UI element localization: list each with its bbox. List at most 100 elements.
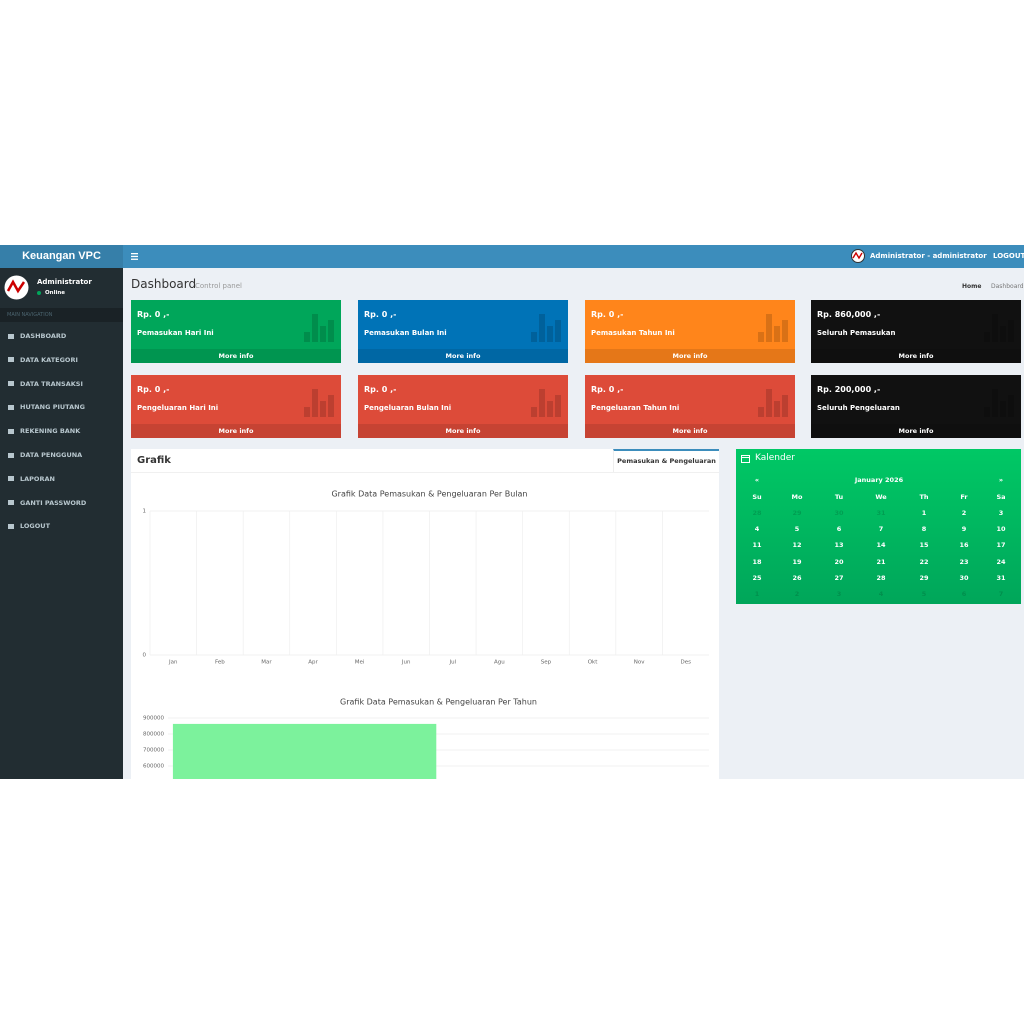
- cal-day[interactable]: 2: [961, 509, 967, 517]
- menu-item[interactable]: DATA PENGGUNA: [8, 451, 82, 459]
- cal-day[interactable]: 28: [752, 509, 762, 517]
- cal-day[interactable]: 23: [959, 557, 969, 566]
- cal-day[interactable]: 20: [834, 557, 844, 566]
- cal-prev[interactable]: «: [754, 476, 760, 484]
- box-icon: [983, 312, 1015, 342]
- menu-icon: [8, 523, 14, 529]
- stat-box: Rp. 200,000 ,- Seluruh Pengeluaran More in…: [811, 375, 1021, 438]
- menu-item[interactable]: DATA KATEGORI: [8, 356, 78, 364]
- cal-day[interactable]: 3: [836, 590, 842, 598]
- cal-day[interactable]: 6: [961, 590, 967, 598]
- cal-day[interactable]: 22: [919, 557, 929, 566]
- divider: [131, 472, 719, 473]
- cal-day[interactable]: 27: [834, 573, 844, 582]
- box-icon: [757, 387, 789, 417]
- stat-box: Rp. 0 ,- Pemasukan Bulan Ini More info: [358, 300, 568, 363]
- cal-day[interactable]: 10: [996, 525, 1006, 534]
- app: Keuangan VPC Administrator - administrat…: [0, 245, 1024, 779]
- bar: [172, 723, 437, 779]
- cal-day[interactable]: 30: [834, 509, 844, 517]
- menu-label: HUTANG PIUTANG: [20, 403, 85, 412]
- cal-day[interactable]: 26: [792, 573, 802, 582]
- box-amount: Rp. 0 ,-: [137, 310, 170, 319]
- box-link[interactable]: More info: [358, 349, 568, 363]
- cal-next[interactable]: »: [998, 476, 1004, 484]
- menu-item[interactable]: DATA TRANSAKSI: [8, 380, 83, 388]
- menu-icon: [8, 452, 14, 458]
- icon-bar: [1000, 401, 1006, 417]
- y-tick-label: 600000: [143, 764, 164, 770]
- box-link[interactable]: More info: [358, 424, 568, 438]
- cal-day[interactable]: 2: [794, 590, 800, 598]
- cal-day[interactable]: 7: [878, 525, 884, 534]
- x-tick-label: Jul: [448, 660, 456, 666]
- cal-day[interactable]: 5: [794, 525, 800, 534]
- menu-item[interactable]: LOGOUT: [8, 522, 50, 530]
- cal-day[interactable]: 15: [919, 541, 929, 550]
- cal-day[interactable]: 31: [876, 509, 886, 517]
- cal-day[interactable]: 31: [996, 573, 1006, 582]
- menu-item[interactable]: HUTANG PIUTANG: [8, 403, 85, 411]
- cal-day[interactable]: 8: [921, 525, 927, 534]
- menu-item[interactable]: REKENING BANK: [8, 427, 80, 435]
- box-icon: [983, 387, 1015, 417]
- cal-day[interactable]: 1: [921, 509, 927, 517]
- y-tick-label: 0: [143, 653, 147, 659]
- y-tick-label: 1: [143, 509, 147, 515]
- cal-day[interactable]: 4: [878, 590, 884, 598]
- box-link[interactable]: More info: [131, 424, 341, 438]
- box-icon: [530, 312, 562, 342]
- icon-bar: [992, 314, 998, 342]
- breadcrumb[interactable]: Home: [962, 283, 982, 290]
- cal-day[interactable]: 29: [792, 509, 802, 517]
- menu-item[interactable]: GANTI PASSWORD: [8, 499, 86, 507]
- box-link[interactable]: More info: [585, 424, 795, 438]
- icon-bar: [1008, 395, 1014, 417]
- user-menu[interactable]: Administrator - administrator: [870, 252, 987, 260]
- cal-day[interactable]: 14: [876, 541, 886, 550]
- menu-label: REKENING BANK: [20, 427, 81, 436]
- cal-day[interactable]: 6: [836, 525, 842, 534]
- cal-day[interactable]: 17: [996, 541, 1006, 550]
- x-tick-label: Jan: [168, 660, 178, 666]
- menu-toggle[interactable]: [131, 253, 139, 260]
- cal-month[interactable]: January 2026: [854, 476, 904, 484]
- cal-day[interactable]: 13: [834, 541, 844, 550]
- box-link[interactable]: More info: [811, 424, 1021, 438]
- menu-label: DASHBOARD: [20, 332, 67, 340]
- cal-day[interactable]: 5: [921, 590, 927, 598]
- icon-bar: [328, 395, 334, 417]
- menu-item[interactable]: LAPORAN: [8, 475, 55, 483]
- tab[interactable]: Pemasukan & Pengeluaran: [613, 449, 719, 472]
- cal-day[interactable]: 30: [959, 573, 969, 582]
- cal-day[interactable]: 18: [752, 557, 762, 566]
- box-link[interactable]: More info: [585, 349, 795, 363]
- icon-bar: [984, 332, 990, 342]
- menu-label: GANTI PASSWORD: [20, 498, 87, 507]
- grafik-panel: Grafik Pemasukan & Pengeluaran Grafik Da…: [131, 449, 719, 779]
- cal-day[interactable]: 7: [998, 590, 1004, 598]
- cal-day[interactable]: 16: [959, 541, 969, 550]
- cal-day[interactable]: 3: [998, 509, 1004, 517]
- cal-day[interactable]: 19: [792, 557, 802, 566]
- cal-day[interactable]: 28: [876, 573, 886, 582]
- menu-icon: [8, 428, 14, 434]
- menu-item[interactable]: DASHBOARD: [8, 332, 66, 340]
- cal-day[interactable]: 24: [996, 557, 1006, 566]
- menu-icon: [8, 333, 14, 339]
- menu-label: DATA KATEGORI: [20, 355, 78, 364]
- cal-day[interactable]: 21: [876, 557, 886, 566]
- cal-day[interactable]: 1: [754, 590, 760, 598]
- cal-day[interactable]: 25: [752, 573, 762, 582]
- icon-bar: [758, 407, 764, 417]
- cal-day[interactable]: 11: [752, 541, 762, 550]
- box-link[interactable]: More info: [131, 349, 341, 363]
- breadcrumb: Dashboard: [991, 283, 1024, 290]
- brand[interactable]: Keuangan VPC: [0, 245, 123, 268]
- cal-day[interactable]: 4: [754, 525, 760, 534]
- cal-day[interactable]: 12: [792, 541, 802, 550]
- box-link[interactable]: More info: [811, 349, 1021, 363]
- logout-button[interactable]: LOGOUT: [993, 252, 1024, 260]
- cal-day[interactable]: 9: [961, 525, 967, 534]
- cal-day[interactable]: 29: [919, 573, 929, 582]
